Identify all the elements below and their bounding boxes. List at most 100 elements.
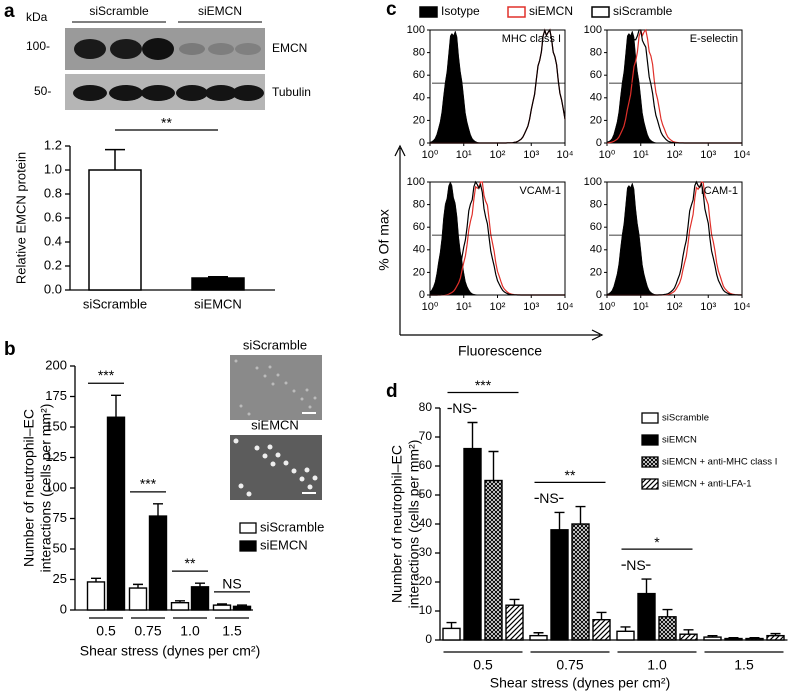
micrograph <box>230 435 322 500</box>
y-axis-label: Relative EMCN protein <box>13 152 28 284</box>
x-axis-label: Fluorescence <box>458 343 542 359</box>
significance-label: ** <box>185 555 196 571</box>
cell <box>267 444 273 450</box>
error-bar <box>208 276 228 278</box>
cell <box>238 483 244 489</box>
y-tick-label: 40 <box>413 92 425 104</box>
blot-bands <box>73 38 264 101</box>
y-tick-label: 20 <box>590 266 602 278</box>
protein-label: EMCN <box>272 41 307 55</box>
x-tick-label: 10³ <box>523 149 539 161</box>
cell <box>307 484 313 490</box>
histogram <box>607 180 742 296</box>
cell <box>313 396 317 400</box>
histogram <box>429 30 565 144</box>
error-bar <box>446 621 457 629</box>
x-tick-label: 10⁴ <box>734 301 751 313</box>
error-bar <box>111 394 121 418</box>
bar <box>190 586 210 611</box>
error-bar <box>554 511 565 530</box>
error-bar <box>153 503 163 517</box>
y-tick-label: 0.0 <box>44 281 62 296</box>
y-tick-label: 70 <box>419 429 433 443</box>
cell <box>276 373 280 377</box>
significance-label: *** <box>140 476 157 492</box>
cell <box>239 404 243 408</box>
y-tick-label: 10 <box>419 603 433 617</box>
y-tick-label: 1.0 <box>44 161 62 176</box>
x-tick-label: 0.5 <box>96 623 116 639</box>
x-tick-label: 10³ <box>700 301 716 313</box>
error-bar <box>749 636 760 639</box>
error-bar <box>91 577 101 582</box>
y-tick-label: 100 <box>584 176 602 188</box>
cell <box>254 445 260 451</box>
y-tick-label: 20 <box>419 574 433 588</box>
y-tick-label: 80 <box>590 199 602 211</box>
x-tick-label: 10⁴ <box>734 149 751 161</box>
error-bar <box>662 608 673 617</box>
bar <box>232 605 252 611</box>
y-tick-label: 0.6 <box>44 209 62 224</box>
error-bar <box>237 604 247 607</box>
cell <box>246 491 252 497</box>
x-tick-label: 10² <box>667 149 683 161</box>
y-tick-label: 40 <box>590 92 602 104</box>
protein-label: Tubulin <box>272 85 311 99</box>
panel-label: b <box>4 339 16 360</box>
x-tick-label: 0.5 <box>473 657 493 673</box>
axis-arrow <box>394 144 604 341</box>
y-tick-label: 0 <box>596 289 602 301</box>
x-tick-label: 10¹ <box>633 301 649 313</box>
x-tick-label: 10² <box>490 301 506 313</box>
y-tick-label: 60 <box>590 69 602 81</box>
cell <box>268 365 272 369</box>
y-tick-label: 0 <box>60 601 67 616</box>
bar <box>703 636 722 641</box>
legend-swatch <box>239 540 257 552</box>
legend-label: siScramble <box>613 4 673 18</box>
y-tick-label: 60 <box>590 221 602 233</box>
group-label: siScramble <box>89 4 149 18</box>
bar <box>484 479 503 641</box>
cell <box>308 405 312 409</box>
x-tick-label: 10³ <box>700 149 716 161</box>
y-tick-label: 0.2 <box>44 257 62 272</box>
significance-label: ** <box>565 467 576 483</box>
significance-label: *** <box>475 377 492 393</box>
error-bar <box>707 634 718 638</box>
y-tick-label: 50 <box>53 540 67 555</box>
significance-label: NS <box>452 400 471 416</box>
bar <box>128 587 148 611</box>
error-bar <box>509 598 520 606</box>
bar <box>88 169 142 291</box>
cell <box>283 460 289 466</box>
plot-title: E-selectin <box>690 33 738 45</box>
cell <box>291 468 297 474</box>
y-tick-label: 25 <box>53 571 67 586</box>
x-tick-label: 0.75 <box>134 623 161 639</box>
y-tick-label: 80 <box>419 400 433 414</box>
x-tick-label: 10¹ <box>456 149 472 161</box>
bar <box>106 416 126 611</box>
cell <box>292 389 296 393</box>
plot-title: ICAM-1 <box>701 185 738 197</box>
x-axis-label: Shear stress (dynes per cm²) <box>490 675 671 691</box>
legend-label: siEMCN + anti-LFA-1 <box>662 479 752 490</box>
cell <box>270 461 276 467</box>
y-tick-label: 100 <box>407 176 425 188</box>
bar <box>724 637 743 641</box>
bar <box>637 592 656 641</box>
y-tick-label: 100 <box>407 24 425 36</box>
panel-label: a <box>4 1 15 22</box>
bar <box>86 581 106 611</box>
micrograph <box>230 355 322 420</box>
y-tick-label: 175 <box>45 388 67 403</box>
y-tick-label: 0.8 <box>44 185 62 200</box>
bar <box>463 447 482 641</box>
error-bar <box>133 583 143 589</box>
error-bar <box>683 629 694 635</box>
marker: 50- <box>34 84 51 98</box>
legend-swatch <box>239 522 257 534</box>
